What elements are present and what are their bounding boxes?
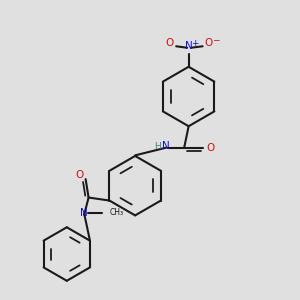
Text: O: O bbox=[75, 170, 83, 180]
Text: O: O bbox=[166, 38, 174, 48]
Text: +: + bbox=[191, 38, 199, 47]
Text: O: O bbox=[204, 38, 213, 48]
Text: O: O bbox=[206, 142, 214, 153]
Text: N: N bbox=[163, 141, 170, 151]
Text: CH₃: CH₃ bbox=[110, 208, 124, 217]
Text: −: − bbox=[212, 35, 219, 44]
Text: N: N bbox=[80, 208, 88, 218]
Text: H: H bbox=[154, 142, 160, 151]
Text: N: N bbox=[185, 41, 193, 51]
